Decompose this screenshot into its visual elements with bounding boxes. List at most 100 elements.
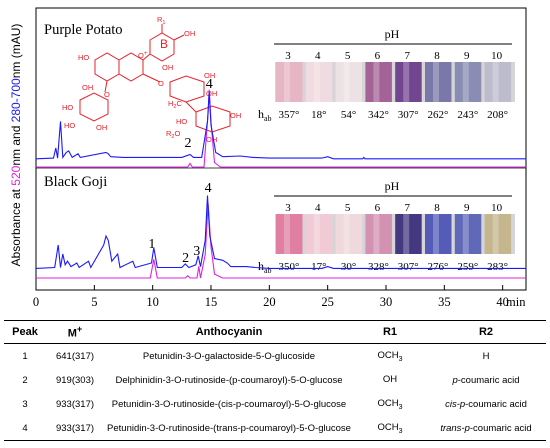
ph-value: 8 [434, 202, 440, 214]
y-axis-label: Absorbance at 520nm and 280-700nm (mAU) [9, 24, 23, 267]
cell-r1: OH [382, 373, 398, 385]
ph-value: 8 [434, 50, 440, 62]
vial-color [454, 214, 482, 254]
oh-rut1-label: OH [204, 71, 215, 80]
vial-highlight [433, 214, 439, 254]
hab-value: 342° [368, 109, 389, 121]
oh-rut2-label: OH [206, 89, 217, 98]
ho-a-label: HO [78, 53, 89, 62]
hab-value: 357° [279, 109, 300, 121]
ph-value: 6 [375, 50, 381, 62]
ph-title: pH [385, 179, 400, 193]
ring-b-label: B [160, 37, 168, 51]
peak-label: 4 [206, 77, 213, 92]
hab-value: 283° [487, 261, 508, 273]
table-row: 1 641(317) Petunidin-3-O-galactoside-5-O-g… [4, 344, 546, 369]
x-tick-label: 10 [146, 295, 159, 309]
x-tick-label: 20 [263, 295, 276, 309]
vial-highlight [462, 62, 469, 102]
hab-value: 262° [428, 109, 449, 121]
vial-highlight [462, 214, 469, 254]
hab-label: hab [258, 259, 272, 275]
r1-label: R1 [157, 15, 165, 26]
trace-280-700nm [35, 195, 526, 269]
vial-highlight [343, 214, 350, 254]
hab-value: 276° [428, 261, 449, 273]
vial-color [335, 214, 363, 254]
ph-title: pH [385, 27, 400, 41]
ph-value: 9 [464, 202, 470, 214]
hab-value: 18° [311, 109, 326, 121]
o5-label: O [104, 90, 110, 99]
vial-color [395, 62, 422, 102]
hab-value: 307° [398, 261, 419, 273]
peak-label: 4 [205, 181, 212, 196]
vial-highlight [373, 214, 380, 254]
vial-color [335, 62, 363, 102]
bond-rut [185, 101, 197, 113]
hab-value: 328° [368, 261, 389, 273]
oh-glc1-label: OH [82, 83, 93, 92]
panel-title-black-goji: Black Goji [44, 174, 107, 190]
hab-value: 208° [487, 109, 508, 121]
chromatogram-figure: Absorbance at 520nm and 280-700nm (mAU) … [9, 7, 527, 309]
cell-r1: OCH3 [377, 349, 403, 363]
bond-oh-b [173, 34, 185, 41]
oplus-label: O+ [138, 51, 148, 60]
trace-520nm [36, 203, 526, 279]
cell-r2: cis-p-coumaric acid [445, 398, 527, 410]
peak-label: 2 [182, 251, 189, 266]
ph-value: 3 [285, 202, 291, 214]
header-r2: R2 [426, 320, 546, 344]
x-tick-label: 15 [205, 295, 218, 309]
cell-r2: trans-p-coumaric acid [426, 416, 546, 441]
cell-peak: 2 [22, 374, 28, 386]
hab-value: 30° [341, 261, 356, 273]
hab-label: hab [258, 107, 272, 123]
vial-highlight [373, 62, 380, 102]
peak-label: 2 [185, 136, 192, 151]
traces-purple-potato [35, 89, 526, 168]
hab-value: 307° [398, 109, 419, 121]
peak-label: 1 [148, 237, 155, 252]
vial-color [276, 214, 303, 254]
traces-black-goji [35, 195, 526, 279]
x-axis-unit: min [506, 295, 526, 309]
cell-peak: 1 [22, 350, 28, 362]
hab-value: 54° [341, 109, 356, 121]
vial-color [365, 62, 392, 102]
x-tick-label: 5 [91, 295, 97, 309]
bond-c-b [142, 53, 151, 61]
o3-label: O [158, 79, 164, 88]
vial-highlight [403, 62, 410, 102]
cell-r1: OCH3 [377, 397, 403, 411]
x-tick-label: 40 [496, 295, 509, 309]
x-tick-label: 30 [380, 295, 393, 309]
ph-value: 3 [285, 50, 291, 62]
cell-r1: OCH3 [354, 416, 426, 441]
vial-highlight [492, 62, 499, 102]
ho-rut-label: HO [176, 117, 187, 126]
x-tick-label: 0 [33, 295, 39, 309]
cell-mass: 919(303) [55, 374, 95, 386]
header-anthocyanin: Anthocyanin [104, 320, 354, 344]
oh-glc2-label: OH [96, 123, 107, 132]
vial-color [484, 214, 512, 254]
vial-color [395, 214, 422, 254]
vial-color [276, 62, 303, 102]
h2c-label: H2C [168, 99, 182, 110]
cell-r2: p-coumaric acid [452, 374, 520, 386]
oh-b-label: OH [184, 29, 195, 38]
ph-value: 5 [345, 50, 351, 62]
peak-table: Peak M+ Anthocyanin R1 R2 1 641(317) Petun… [4, 320, 546, 441]
plot-frame [35, 7, 527, 291]
cell-r2: H [482, 350, 490, 362]
hab-value: 243° [457, 109, 478, 121]
hab-value: 259° [457, 261, 478, 273]
ph-value: 6 [375, 202, 381, 214]
vial-color [365, 214, 392, 254]
table-row: 3 933(317) Petunidin-3-O-rutinoside-(cis-p… [4, 392, 546, 416]
ph-value: 4 [315, 50, 321, 62]
ph-value: 10 [491, 202, 503, 214]
cell-anthocyanin: Delphinidin-3-O-rutinoside-(p-coumaroyl)… [115, 374, 343, 386]
